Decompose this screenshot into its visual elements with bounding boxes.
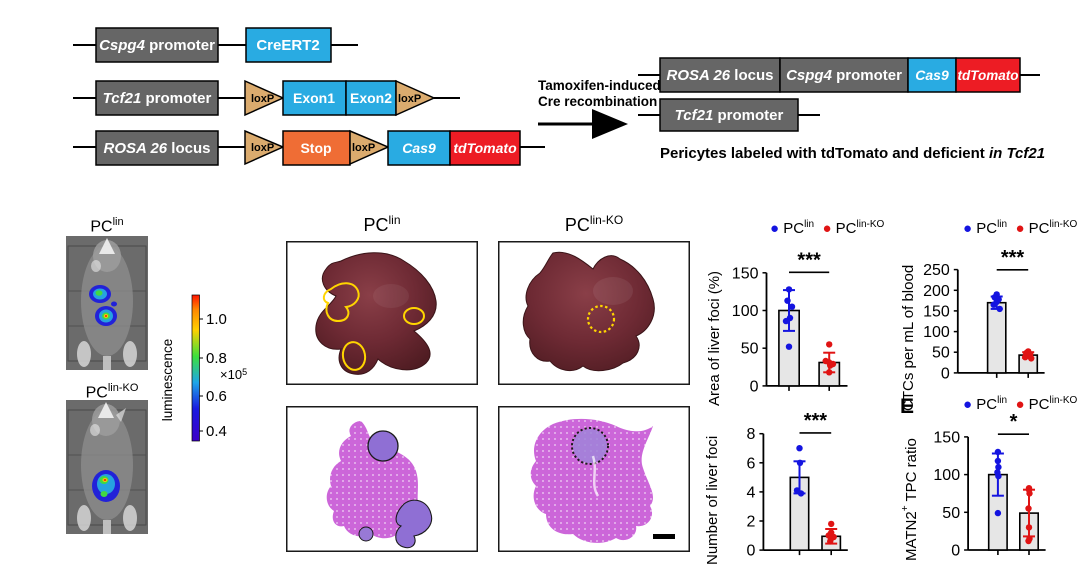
svg-text:150: 150 [933,429,960,446]
svg-text:*: * [1010,411,1018,433]
svg-text:0: 0 [951,543,960,560]
svg-text:50: 50 [942,505,960,522]
svg-text:100: 100 [933,467,960,484]
